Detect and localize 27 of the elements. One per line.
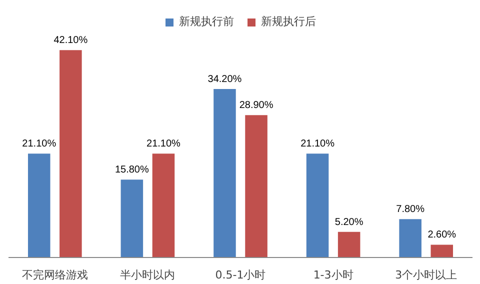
x-tick-label: 0.5-1小时	[215, 268, 266, 282]
bar	[245, 115, 268, 258]
data-label: 28.90%	[239, 100, 274, 112]
x-tick-label: 1-3小时	[313, 268, 354, 282]
x-tick-label: 3个小时以上	[395, 268, 458, 282]
data-label: 5.20%	[334, 216, 364, 228]
bar	[152, 154, 175, 258]
bar	[399, 219, 422, 258]
data-label: 42.10%	[54, 35, 88, 46]
bar	[214, 89, 236, 258]
bar	[28, 154, 50, 258]
x-tick-label: 不完网络游戏	[22, 268, 88, 282]
bar	[120, 180, 144, 258]
legend-label: 新规执行前	[179, 14, 234, 29]
data-label: 34.20%	[208, 74, 242, 86]
data-label: 15.80%	[114, 164, 149, 176]
bar	[338, 232, 360, 258]
bar	[306, 154, 329, 258]
data-label: 2.60%	[428, 230, 456, 241]
data-label: 21.10%	[146, 138, 181, 150]
x-tick-label: 半小时以内	[120, 268, 176, 282]
data-label: 21.10%	[22, 138, 56, 150]
legend-label: 新规执行后	[261, 14, 316, 29]
data-label: 7.80%	[396, 204, 425, 216]
bar	[430, 244, 454, 258]
bar	[60, 50, 82, 258]
data-label: 21.10%	[300, 138, 335, 150]
